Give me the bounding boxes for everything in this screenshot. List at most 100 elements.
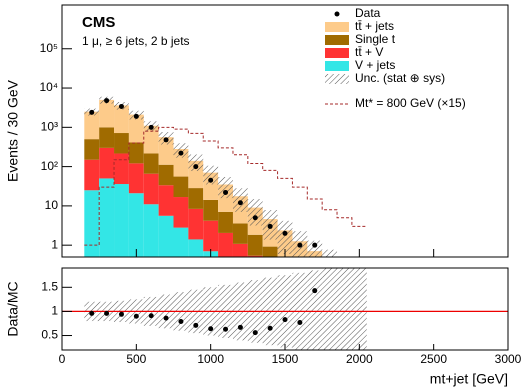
uncertainty-band (247, 199, 263, 226)
uncertainty-band (277, 220, 293, 255)
data-point (252, 215, 258, 221)
bar-segment (84, 190, 100, 257)
uncertainty-band (307, 240, 323, 257)
bar-segment (99, 178, 115, 257)
data-point (163, 137, 169, 143)
data-point (312, 242, 318, 248)
legend-label: Mt* = 800 GeV (×15) (355, 96, 466, 110)
ratio-plot (62, 268, 508, 350)
uncertainty-band (173, 143, 189, 158)
legend-label: tt̄ + V (355, 45, 383, 59)
bar-segment (173, 227, 189, 257)
bar-segment (128, 163, 144, 194)
x-tick-label: 0 (59, 352, 66, 366)
x-tick-label: 1000 (197, 352, 224, 366)
bar-segment (232, 223, 248, 244)
bar-segment (84, 111, 100, 140)
data-point (282, 230, 288, 236)
bar-segment (188, 188, 204, 209)
ratio-point (267, 325, 273, 331)
data-point (118, 103, 124, 109)
bar-segment (114, 153, 129, 185)
legend-label: V + jets (355, 58, 395, 72)
data-point (193, 164, 199, 170)
legend-label: tt̄ + jets (355, 19, 394, 33)
ratio-point (237, 324, 243, 330)
ratio-frame (61, 267, 509, 351)
bar-segment (114, 184, 129, 257)
bar-segment (84, 139, 100, 160)
bar-segment (203, 199, 219, 221)
uncertainty-band (203, 165, 219, 185)
ratio-point (312, 288, 318, 294)
ratio-point (104, 310, 110, 316)
bar-segment (84, 159, 100, 191)
data-point (104, 98, 110, 104)
bar-segment (143, 173, 159, 205)
y-tick-label: 10 (45, 198, 59, 212)
bar-segment (173, 197, 189, 228)
data-point (267, 223, 273, 229)
legend-swatch (325, 48, 349, 58)
x-tick-label: 3000 (495, 352, 522, 366)
main-frame (61, 4, 509, 258)
ratio-axis-label: Data/MC (5, 281, 21, 336)
experiment: CMS (82, 14, 115, 31)
bar-segment (128, 142, 144, 164)
ratio-point (208, 326, 214, 332)
ratio-uncertainty (322, 268, 338, 350)
selection: 1 μ, ≥ 6 jets, 2 b jets (82, 34, 190, 48)
bar-segment (218, 211, 233, 233)
x-tick-label: 500 (126, 352, 146, 366)
x-tick-label: 2000 (346, 352, 373, 366)
legend-label: Data (355, 6, 381, 20)
bar-segment (158, 164, 174, 186)
bar-segment (143, 204, 159, 257)
bar-segment (143, 153, 159, 174)
y-axis-label: Events / 30 GeV (5, 79, 21, 182)
y-tick-label: 10⁵ (40, 41, 58, 55)
data-point (208, 177, 214, 183)
data-point (178, 150, 184, 156)
bar-segment (114, 105, 129, 134)
x-tick-label: 2500 (420, 352, 447, 366)
legend-label: Single t (355, 32, 396, 46)
bar-segment (262, 246, 278, 257)
x-tick-label: 1500 (272, 352, 299, 366)
legend-swatch (325, 35, 349, 45)
ratio-point (89, 310, 95, 316)
bar-segment (158, 185, 174, 216)
x-axis-label: mt+jet [GeV] (430, 371, 508, 387)
ratio-point (297, 320, 303, 326)
y-tick-label: 10⁴ (39, 80, 58, 94)
bar-segment (99, 127, 115, 148)
axes: 1 10 10² 10³ 10⁴ 10⁵ 0.5 1 1.5 0 500 1000 1500 2000 25… (39, 41, 521, 366)
bar-segment (203, 220, 219, 252)
data-point (297, 242, 303, 248)
y-tick-label: 10² (41, 159, 58, 173)
ratio-point (163, 315, 169, 321)
bar-segment (188, 239, 204, 257)
data-point (133, 113, 139, 119)
ratio-tick-label: 1 (51, 304, 58, 318)
uncertainty-band (188, 154, 204, 172)
bar-segment (99, 147, 115, 179)
data-point (223, 189, 229, 195)
uncertainty-band (322, 249, 338, 257)
ratio-uncertainty (337, 268, 352, 350)
ratio-uncertainty (307, 270, 323, 350)
uncertainty-band (218, 177, 233, 199)
bar-segment (247, 255, 263, 257)
ratio-point (252, 330, 258, 336)
bar-segment (143, 125, 159, 154)
bar-segment (188, 208, 204, 240)
bar-segment (128, 114, 144, 143)
legend-marker (334, 11, 340, 17)
legend-swatch (325, 74, 349, 84)
y-tick-label: 1 (51, 237, 58, 251)
bar-segment (99, 99, 115, 128)
data-point (89, 109, 95, 115)
bar-segment (232, 243, 248, 257)
bar-segment (218, 232, 233, 257)
